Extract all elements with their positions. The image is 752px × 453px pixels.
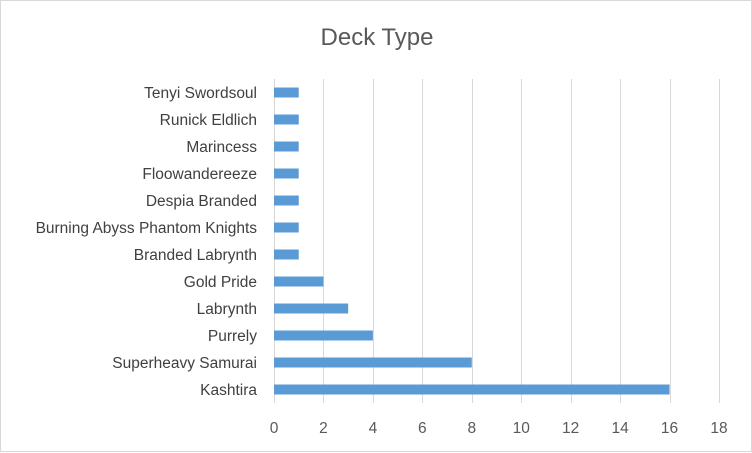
x-tick-label: 6 [418, 420, 427, 437]
bar [274, 384, 670, 395]
category-label: Gold Pride [184, 274, 257, 291]
x-tick-label: 16 [661, 420, 678, 437]
category-label: Branded Labrynth [134, 247, 257, 264]
category-label: Floowandereeze [142, 166, 257, 183]
category-label: Superheavy Samurai [112, 355, 257, 372]
bar [274, 87, 299, 98]
category-labels: Kashtira Superheavy Samurai Purrely Labrynt… [36, 85, 258, 399]
x-tick-label: 14 [611, 420, 629, 437]
bar [274, 330, 373, 341]
x-tick-label: 12 [562, 420, 579, 437]
category-label: Burning Abyss Phantom Knights [36, 220, 258, 237]
category-label: Marincess [186, 139, 257, 156]
x-tick-label: 8 [467, 420, 476, 437]
bar [274, 195, 299, 206]
category-label: Despia Branded [146, 193, 257, 210]
bar [274, 114, 299, 125]
bar [274, 276, 324, 287]
category-label: Tenyi Swordsoul [144, 85, 257, 102]
x-tick-label: 10 [513, 420, 531, 437]
category-label: Runick Eldlich [160, 112, 257, 129]
x-tick-label: 2 [319, 420, 328, 437]
category-label: Kashtira [200, 382, 257, 399]
x-tick-label: 18 [710, 420, 727, 437]
bars [274, 87, 670, 395]
chart-title: Deck Type [321, 24, 434, 51]
category-label: Labrynth [197, 301, 257, 318]
category-label: Purrely [208, 328, 257, 345]
bar [274, 141, 299, 152]
bar [274, 357, 472, 368]
bar [274, 222, 299, 233]
x-tick-label: 4 [369, 420, 378, 437]
bar [274, 249, 299, 260]
x-tick-labels: 0 2 4 6 8 10 12 14 16 18 [270, 420, 728, 437]
x-tick-label: 0 [270, 420, 279, 437]
gridlines [274, 79, 720, 403]
bar [274, 168, 299, 179]
bar [274, 303, 349, 314]
